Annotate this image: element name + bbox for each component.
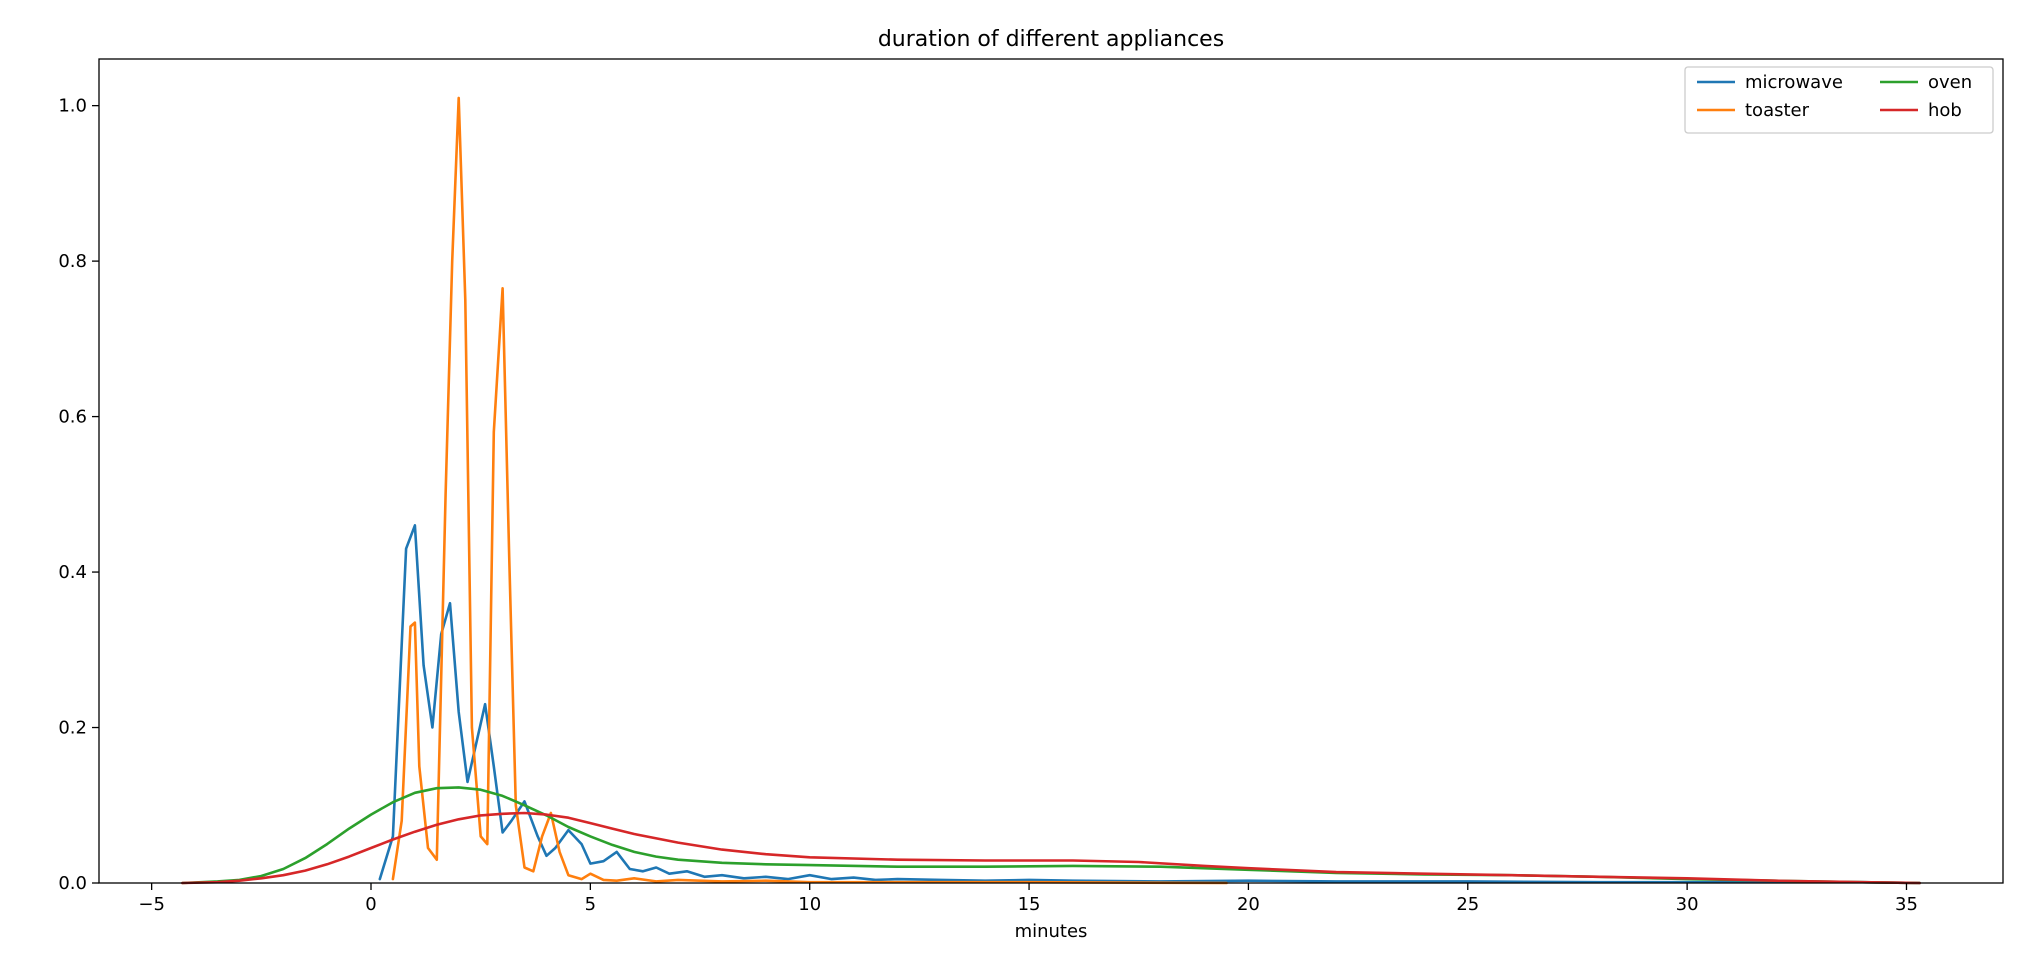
- y-tick-label: 1.0: [58, 96, 87, 117]
- series-line-hob: [181, 811, 1921, 885]
- y-axis: 0.0 0.2 0.4 0.6 0.8 1.0: [58, 96, 99, 894]
- legend-label-hob: hob: [1928, 100, 1962, 121]
- y-tick-label: 0.4: [58, 562, 87, 583]
- x-tick-label: −5: [138, 894, 165, 915]
- x-tick-label: 15: [1018, 894, 1041, 915]
- series-line-oven: [181, 786, 1921, 885]
- series-line-microwave: [378, 524, 1921, 885]
- y-tick-label: 0.0: [58, 873, 87, 894]
- legend-label-toaster: toaster: [1745, 100, 1810, 121]
- x-tick-label: 10: [798, 894, 821, 915]
- x-tick-label: 25: [1456, 894, 1479, 915]
- y-tick-label: 0.2: [58, 718, 87, 739]
- x-axis-title: minutes: [1015, 921, 1088, 942]
- x-tick-label: 0: [365, 894, 376, 915]
- x-tick-label: 5: [585, 894, 596, 915]
- series-line-toaster: [391, 96, 1228, 885]
- legend: microwave toaster oven hob: [1684, 66, 1994, 134]
- legend-box: [1684, 66, 1994, 134]
- x-tick-label: 20: [1237, 894, 1260, 915]
- legend-label-oven: oven: [1928, 72, 1972, 93]
- legend-label-microwave: microwave: [1745, 72, 1843, 93]
- x-tick-label: 30: [1676, 894, 1699, 915]
- chart-title: duration of different appliances: [878, 27, 1224, 52]
- x-axis: −5 0 5 10 15 20 25 30 35: [138, 883, 1918, 915]
- y-tick-label: 0.6: [58, 407, 87, 428]
- series-layer: [181, 96, 1921, 885]
- x-tick-label: 35: [1895, 894, 1918, 915]
- plot-frame: [98, 58, 2004, 884]
- y-tick-label: 0.8: [58, 251, 87, 272]
